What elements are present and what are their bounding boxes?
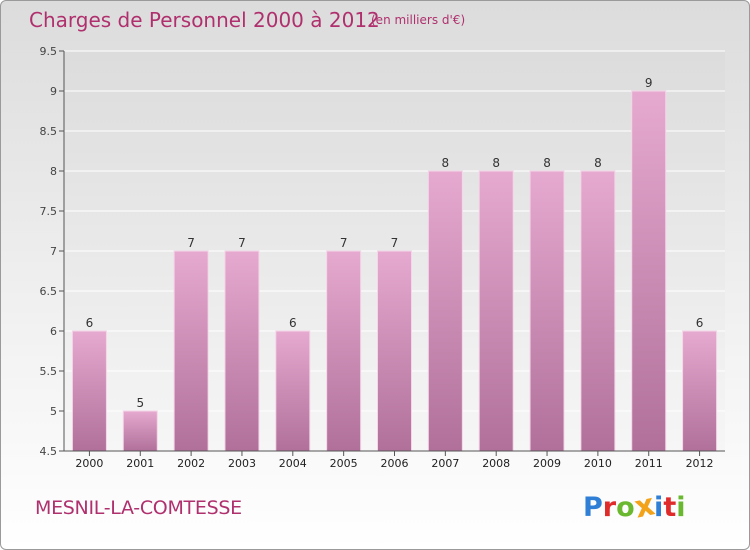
data-label: 7 bbox=[340, 236, 348, 250]
commune-name: MESNIL-LA-COMTESSE bbox=[35, 497, 242, 519]
y-tick-label: 5 bbox=[50, 405, 57, 418]
bar bbox=[377, 250, 412, 452]
data-label: 6 bbox=[86, 316, 94, 330]
data-label: 7 bbox=[238, 236, 246, 250]
y-tick-label: 8.5 bbox=[40, 125, 58, 138]
bar bbox=[682, 330, 718, 452]
data-label: 7 bbox=[187, 236, 195, 250]
bar bbox=[173, 250, 209, 452]
y-tick-label: 9 bbox=[50, 85, 57, 98]
data-label: 8 bbox=[492, 156, 500, 170]
data-label: 8 bbox=[594, 156, 602, 170]
logo-letter: P bbox=[583, 492, 603, 523]
bar bbox=[631, 90, 667, 452]
y-tick-label: 7 bbox=[50, 245, 57, 258]
logo-letter: r bbox=[602, 492, 617, 523]
bar bbox=[224, 250, 260, 452]
bar bbox=[529, 170, 565, 452]
proxiti-logo: Proxiti bbox=[583, 487, 686, 525]
logo-letter: i bbox=[654, 492, 664, 523]
logo-letter: o bbox=[616, 492, 635, 523]
bar bbox=[275, 330, 311, 452]
x-tick-label: 2006 bbox=[381, 457, 409, 470]
y-tick-label: 6.5 bbox=[40, 285, 58, 298]
data-label: 8 bbox=[442, 156, 450, 170]
bar bbox=[326, 250, 362, 452]
data-label: 8 bbox=[543, 156, 551, 170]
data-label: 6 bbox=[696, 316, 704, 330]
y-tick-label: 5.5 bbox=[40, 365, 58, 378]
bar bbox=[122, 410, 158, 452]
x-tick-label: 2003 bbox=[228, 457, 256, 470]
chart-subtitle: (en milliers d'€) bbox=[371, 13, 466, 27]
x-tick-label: 2000 bbox=[75, 457, 103, 470]
x-tick-label: 2001 bbox=[126, 457, 154, 470]
y-tick-label: 9.5 bbox=[40, 45, 58, 58]
y-tick-label: 6 bbox=[50, 325, 57, 338]
x-tick-label: 2011 bbox=[635, 457, 663, 470]
x-tick-label: 2007 bbox=[431, 457, 459, 470]
x-tick-label: 2002 bbox=[177, 457, 205, 470]
data-label: 9 bbox=[645, 76, 653, 90]
x-tick-label: 2012 bbox=[686, 457, 714, 470]
x-tick-label: 2010 bbox=[584, 457, 612, 470]
y-tick-label: 7.5 bbox=[40, 205, 58, 218]
bar bbox=[478, 170, 514, 452]
x-tick-label: 2004 bbox=[279, 457, 307, 470]
bar bbox=[71, 330, 107, 452]
bar bbox=[580, 170, 616, 452]
logo-letter: i bbox=[676, 492, 686, 523]
x-tick-label: 2005 bbox=[330, 457, 358, 470]
data-label: 7 bbox=[391, 236, 399, 250]
bar bbox=[427, 170, 463, 452]
data-label: 6 bbox=[289, 316, 297, 330]
logo-letter: t bbox=[663, 492, 677, 523]
chart-title: Charges de Personnel 2000 à 2012 bbox=[29, 8, 380, 32]
y-tick-label: 4.5 bbox=[40, 445, 58, 458]
y-tick-label: 8 bbox=[50, 165, 57, 178]
x-tick-label: 2009 bbox=[533, 457, 561, 470]
data-label: 5 bbox=[136, 396, 144, 410]
x-tick-label: 2008 bbox=[482, 457, 510, 470]
